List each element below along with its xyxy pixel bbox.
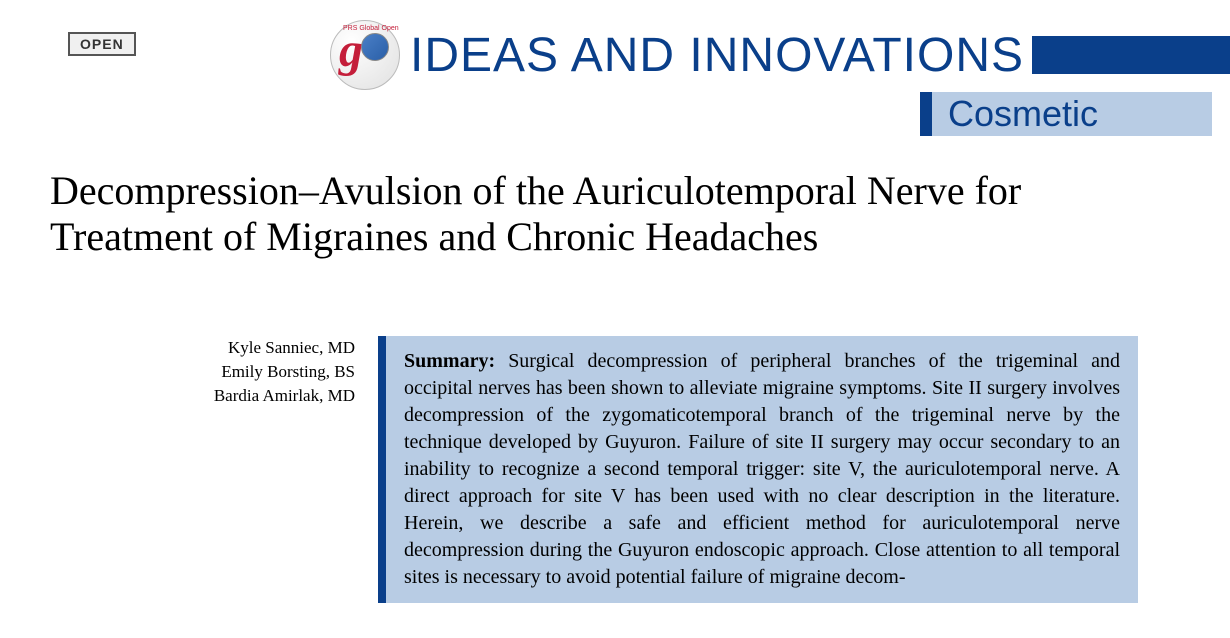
summary-label: Summary: [404, 350, 495, 372]
logo-globe-icon [361, 33, 389, 61]
open-access-badge: OPEN [68, 32, 136, 56]
summary-box: Summary: Surgical decompression of perip… [378, 336, 1138, 603]
category-box: Cosmetic [932, 92, 1212, 136]
category-bar: Cosmetic [920, 92, 1212, 136]
category-accent-bar [920, 92, 932, 136]
author: Emily Borsting, BS [175, 360, 355, 384]
section-header: PRS Global Open g IDEAS AND INNOVATIONS [330, 20, 1230, 90]
author: Bardia Amirlak, MD [175, 384, 355, 408]
summary-text: Surgical decompression of peripheral bra… [404, 350, 1120, 588]
header-blue-bar [1032, 36, 1230, 74]
article-title: Decompression–Avulsion of the Auriculote… [50, 168, 1170, 260]
authors-list: Kyle Sanniec, MD Emily Borsting, BS Bard… [175, 336, 355, 407]
logo-circle: PRS Global Open g [330, 20, 400, 90]
logo-letter-g: g [339, 23, 363, 78]
category-label: Cosmetic [948, 93, 1098, 135]
journal-logo: PRS Global Open g [330, 20, 400, 90]
open-badge-label: OPEN [80, 36, 124, 52]
author: Kyle Sanniec, MD [175, 336, 355, 360]
section-title: IDEAS AND INNOVATIONS [410, 28, 1024, 83]
